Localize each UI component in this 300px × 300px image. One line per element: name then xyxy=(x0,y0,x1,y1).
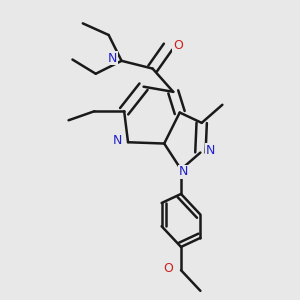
Text: O: O xyxy=(164,262,173,275)
Text: N: N xyxy=(112,134,122,147)
Text: N: N xyxy=(206,144,215,157)
Text: O: O xyxy=(173,39,183,52)
Text: N: N xyxy=(179,166,188,178)
Text: N: N xyxy=(108,52,117,65)
